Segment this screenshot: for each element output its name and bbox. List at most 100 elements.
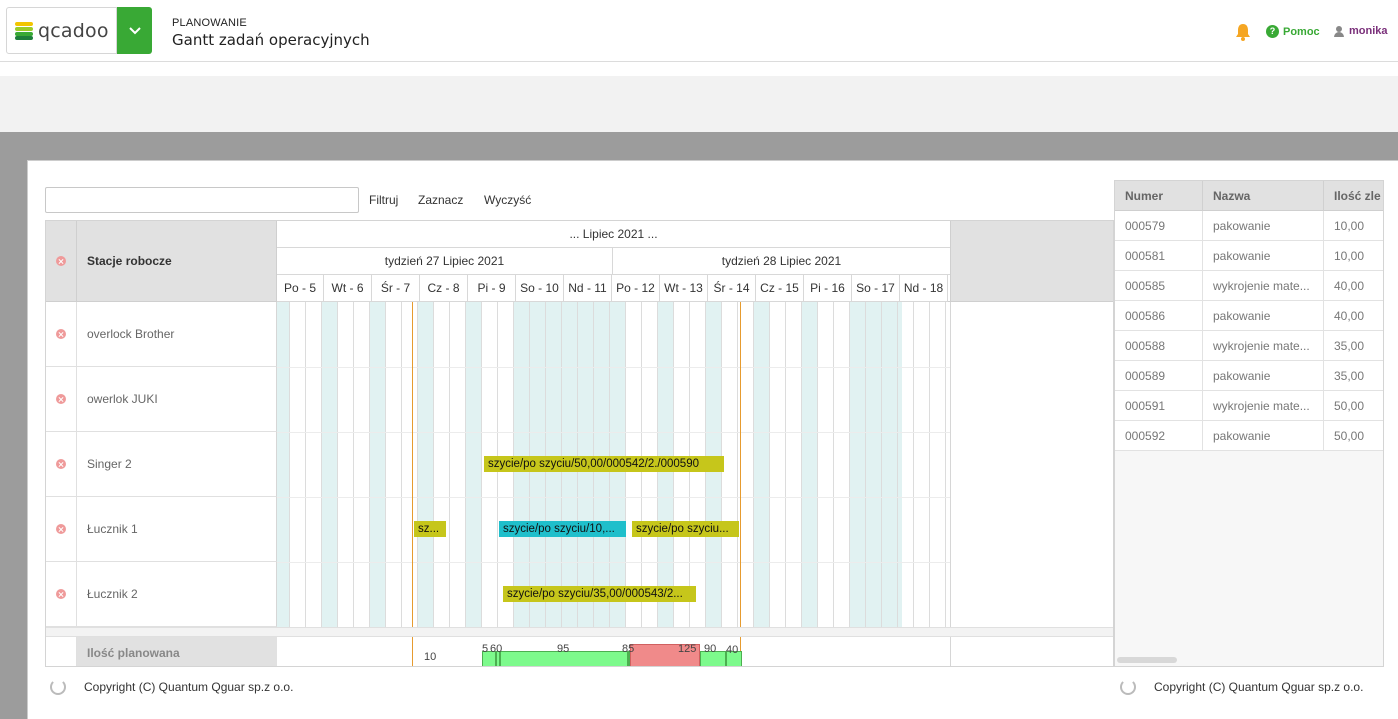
horizontal-scrollbar[interactable] (1117, 657, 1177, 663)
table-row[interactable]: 000591 wykrojenie mate... 50,00 (1115, 391, 1383, 421)
remove-all-cell[interactable] (46, 221, 77, 302)
remove-icon (56, 524, 66, 534)
resource-name: overlock Brother (77, 302, 277, 367)
refresh-icon[interactable] (1120, 679, 1136, 695)
load-value: 90 (704, 643, 717, 655)
task-bar[interactable]: szycie/po szyciu/35,00/000543/2... (503, 586, 696, 602)
table-cell: 35,00 (1324, 361, 1383, 391)
table-row[interactable]: 000588 wykrojenie mate... 35,00 (1115, 331, 1383, 361)
day-header: Pi - 16 (804, 275, 852, 302)
grid-column (465, 302, 466, 627)
table-cell: 000585 (1115, 271, 1203, 301)
help-icon: ? (1266, 25, 1279, 38)
clear-button[interactable]: Wyczyść (484, 193, 532, 207)
table-cell: 000581 (1115, 241, 1203, 271)
grid-row-line (277, 497, 950, 498)
remove-resource-button[interactable] (46, 302, 77, 367)
table-cell: pakowanie (1203, 421, 1324, 451)
grid-column (321, 302, 322, 627)
user-menu[interactable]: monika (1334, 25, 1388, 37)
header-gap (0, 62, 1398, 76)
planned-overflow (950, 637, 1113, 666)
non-working-time (802, 302, 818, 627)
grid-column (369, 302, 370, 627)
day-header: Nd - 18 (900, 275, 948, 302)
logo[interactable]: qcadoo (6, 7, 117, 54)
table-row[interactable]: 000589 pakowanie 35,00 (1115, 361, 1383, 391)
remove-resource-button[interactable] (46, 562, 77, 627)
day-header: So - 10 (516, 275, 564, 302)
table-cell: 10,00 (1324, 211, 1383, 241)
grid-column (305, 302, 306, 627)
grid-column (337, 302, 338, 627)
bell-icon[interactable] (1234, 23, 1252, 41)
table-header: Numer Nazwa Ilość zle (1115, 181, 1383, 211)
non-working-time (850, 302, 902, 627)
load-value: 85 (622, 643, 635, 655)
refresh-icon[interactable] (50, 679, 66, 695)
task-bar[interactable]: szycie/po szyciu/10,... (499, 521, 626, 537)
load-value: 10 (424, 651, 437, 663)
grid-column (737, 302, 738, 627)
grid-column (881, 302, 882, 627)
grid-column (801, 302, 802, 627)
column-header-quantity[interactable]: Ilość zle (1324, 181, 1383, 211)
grid-column (929, 302, 930, 627)
grid-column (865, 302, 866, 627)
filter-input[interactable] (45, 187, 359, 213)
ribbon-area (0, 76, 1398, 132)
column-header-number[interactable]: Numer (1115, 181, 1203, 211)
table-cell: 40,00 (1324, 301, 1383, 331)
table-row[interactable]: 000592 pakowanie 50,00 (1115, 421, 1383, 451)
grid-row-line (277, 367, 950, 368)
grid-row-line (277, 562, 950, 563)
task-bar[interactable]: szycie/po szyciu... (632, 521, 739, 537)
table-row[interactable]: 000581 pakowanie 10,00 (1115, 241, 1383, 271)
week-header: tydzień 27 Lipiec 2021 (277, 248, 613, 275)
planned-icon-cell (46, 637, 77, 666)
footer-left: Copyright (C) Quantum Qguar sp.z o.o. (50, 679, 293, 695)
remove-resource-button[interactable] (46, 367, 77, 432)
table-cell: pakowanie (1203, 301, 1324, 331)
day-header: Wt - 6 (324, 275, 372, 302)
table-row[interactable]: 000585 wykrojenie mate... 40,00 (1115, 271, 1383, 301)
table-row[interactable]: 000586 pakowanie 40,00 (1115, 301, 1383, 331)
menu-toggle-button[interactable] (117, 7, 152, 54)
remove-icon (56, 256, 66, 266)
day-header: Pi - 9 (468, 275, 516, 302)
table-cell: wykrojenie mate... (1203, 271, 1324, 301)
table-row[interactable]: 000579 pakowanie 10,00 (1115, 211, 1383, 241)
task-bar[interactable]: sz... (414, 521, 446, 537)
remove-resource-button[interactable] (46, 432, 77, 497)
resource-name: Łucznik 1 (77, 497, 277, 562)
day-header: Nd - 11 (564, 275, 612, 302)
copyright-text: Copyright (C) Quantum Qguar sp.z o.o. (1154, 680, 1364, 694)
timeline-header-extra (950, 221, 1113, 302)
remove-resource-button[interactable] (46, 497, 77, 562)
grid-column (833, 302, 834, 627)
user-icon (1334, 25, 1344, 37)
task-bar[interactable]: szycie/po szyciu/50,00/000542/2./000590 (484, 456, 724, 472)
chevron-down-icon (128, 26, 141, 34)
table-cell: wykrojenie mate... (1203, 331, 1324, 361)
load-bar (500, 651, 628, 666)
planned-quantity-label: Ilość planowana (77, 637, 277, 666)
column-header-name[interactable]: Nazwa (1203, 181, 1324, 211)
grid-column (433, 302, 434, 627)
table-cell: 40,00 (1324, 271, 1383, 301)
grid-column (817, 302, 818, 627)
table-cell: 000592 (1115, 421, 1203, 451)
non-working-time (754, 302, 770, 627)
help-link[interactable]: ? Pomoc (1266, 25, 1320, 38)
logo-icon (15, 21, 33, 40)
non-working-time (322, 302, 338, 627)
page-title: Gantt zadań operacyjnych (172, 31, 370, 49)
load-bar (700, 651, 726, 666)
week-header: tydzień 28 Lipiec 2021 (613, 248, 950, 275)
filter-button[interactable]: Filtruj (369, 193, 399, 207)
day-header: So - 17 (852, 275, 900, 302)
grid-column (897, 302, 898, 627)
resource-name: Singer 2 (77, 432, 277, 497)
help-label: Pomoc (1283, 25, 1320, 38)
select-button[interactable]: Zaznacz (418, 193, 464, 207)
